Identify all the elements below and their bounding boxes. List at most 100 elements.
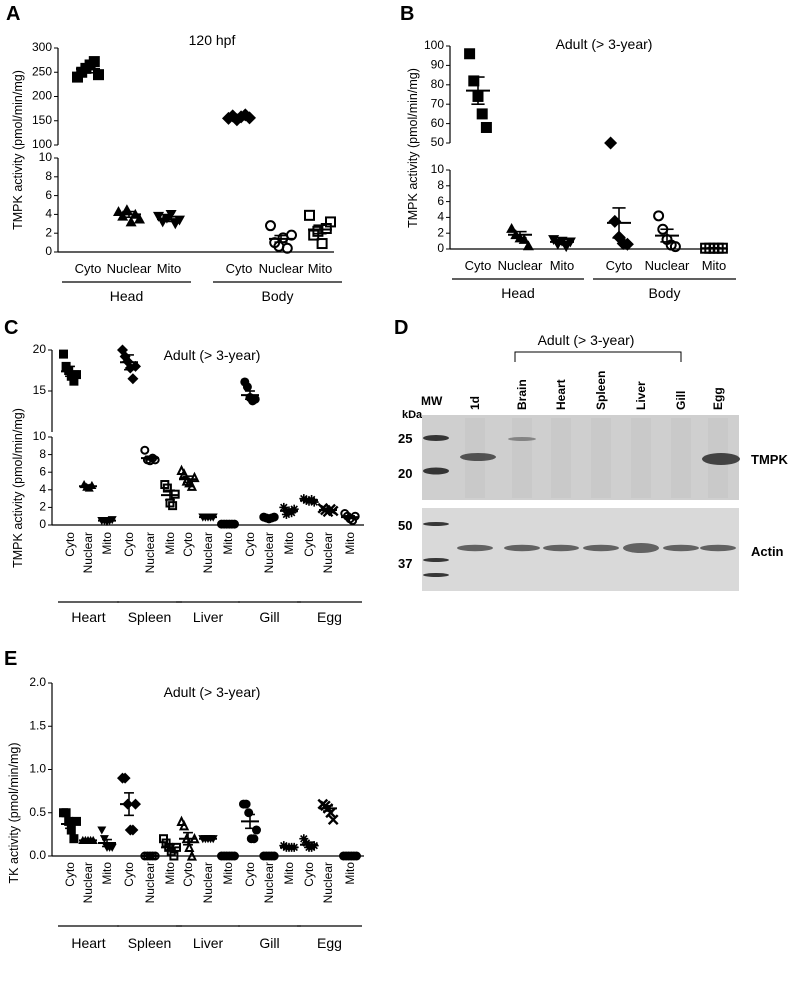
diamond-filled-marker [119, 772, 131, 784]
series-liver-nuclear [198, 835, 218, 844]
x-category-label: Nuclear [143, 862, 157, 903]
y-tick-label: 10 [431, 162, 445, 176]
y-tick-label: 6 [45, 188, 52, 202]
square-filled-marker [64, 816, 74, 826]
series-egg-mito [339, 851, 361, 861]
x-group-label: Spleen [128, 609, 172, 625]
x-category-label: Cyto [122, 862, 136, 887]
y-tick-label: 1.0 [29, 762, 46, 776]
series-liver-mito [217, 519, 239, 529]
x-category-label: Nuclear [645, 258, 690, 273]
x-group-label: Heart [71, 609, 105, 625]
x-group-label: Spleen [128, 935, 172, 951]
blot-title: Adult (> 3-year) [538, 332, 635, 348]
tmpk-band-brain [508, 437, 536, 441]
x-category-label: Nuclear [262, 862, 276, 903]
actin-band [583, 544, 619, 552]
triangle-open-marker [186, 480, 198, 491]
y-tick-label: 100 [424, 38, 444, 52]
series-spleen-cyto [117, 772, 141, 836]
x-group-label: Head [110, 288, 143, 304]
lane-streak [512, 418, 532, 498]
y-tick-label: 4 [45, 207, 52, 221]
y-tick-label: 20 [33, 342, 47, 356]
y-tick-label: 0.0 [29, 848, 46, 862]
chart-title: Adult (> 3-year) [164, 684, 261, 700]
triangle-filled-marker [134, 213, 145, 224]
series-spleen-cyto [117, 344, 141, 385]
y-tick-label: 15 [33, 383, 47, 397]
series-gill-nuclear [259, 851, 279, 861]
lane-label: Brain [515, 379, 529, 410]
x-category-label: Mito [221, 532, 235, 555]
square-open-marker [168, 501, 178, 511]
series-gill-cyto [239, 799, 261, 844]
x-group-label: Gill [259, 935, 279, 951]
series-head-mito [153, 210, 185, 230]
circle-open-marker [281, 242, 293, 254]
y-tick-label: 10 [33, 429, 47, 443]
square-filled-marker [468, 75, 480, 87]
x-group-label: Body [649, 285, 681, 301]
marker-37-label: 37 [398, 556, 412, 571]
series-body-cyto [222, 108, 256, 127]
square-open-marker [169, 851, 179, 861]
x-category-label: Cyto [243, 862, 257, 887]
circle-filled-marker [242, 382, 252, 392]
x-category-label: Nuclear [201, 862, 215, 903]
panel-e-chart: E Adult (> 3-year) TK activity (pmol/min/m… [4, 648, 364, 951]
y-tick-label: 4 [39, 482, 46, 496]
series-gill-cyto [240, 377, 260, 406]
x-category-label: Nuclear [259, 261, 304, 276]
square-filled-marker [480, 121, 492, 133]
y-tick-label: 100 [32, 137, 52, 151]
x-category-label: Cyto [302, 532, 316, 557]
lane-label: Egg [711, 387, 725, 410]
actin-band [504, 544, 540, 552]
series-heart-cyto [59, 349, 81, 386]
x-group-label: Heart [71, 935, 105, 951]
x-category-label: Mito [221, 862, 235, 885]
x-category-label: Cyto [465, 258, 492, 273]
x-category-label: Mito [282, 862, 296, 885]
y-tick-label: 0.5 [29, 805, 46, 819]
y-tick-label: 10 [39, 150, 53, 164]
blot-bands [423, 418, 740, 577]
square-filled-marker [69, 376, 79, 386]
actin-band [700, 544, 736, 552]
y-axis-label: TMPK activity (pmol/min/mg) [11, 408, 25, 568]
lane-streak [591, 418, 611, 498]
lane-label: Heart [554, 379, 568, 410]
tmpk-band-1d [460, 453, 496, 461]
lane-label: Gill [674, 391, 688, 410]
diamond-filled-marker [119, 351, 131, 363]
series-head-mito [548, 235, 576, 253]
ladder-band [423, 522, 449, 526]
lane-streak [551, 418, 571, 498]
series-gill-mito [279, 502, 299, 519]
series-body-mito [304, 209, 336, 250]
series-spleen-nuclear [140, 851, 160, 861]
x-category-label: Mito [163, 532, 177, 555]
series-egg-cyto [299, 834, 319, 852]
x-category-label: Cyto [302, 862, 316, 887]
y-tick-label: 80 [431, 77, 445, 91]
triangle-open-marker [178, 819, 190, 831]
series-heart-mito [97, 516, 117, 526]
lane-streak [671, 418, 691, 498]
circle-filled-marker [252, 825, 261, 835]
panel-label-b: B [400, 3, 414, 25]
y-axis-label: TMPK activity (pmol/min/mg) [11, 70, 25, 230]
x-category-label: Nuclear [81, 532, 95, 573]
x-category-label: Nuclear [201, 532, 215, 573]
series-gill-mito [279, 841, 299, 852]
x-category-label: Cyto [63, 862, 77, 887]
x-category-label: Cyto [181, 532, 195, 557]
x-group-label: Body [262, 288, 294, 304]
y-tick-label: 250 [32, 64, 52, 78]
x-group-label: Egg [317, 935, 342, 951]
diamond-filled-marker [608, 214, 622, 228]
series-egg-cyto [299, 494, 319, 507]
x-category-label: Nuclear [262, 532, 276, 573]
